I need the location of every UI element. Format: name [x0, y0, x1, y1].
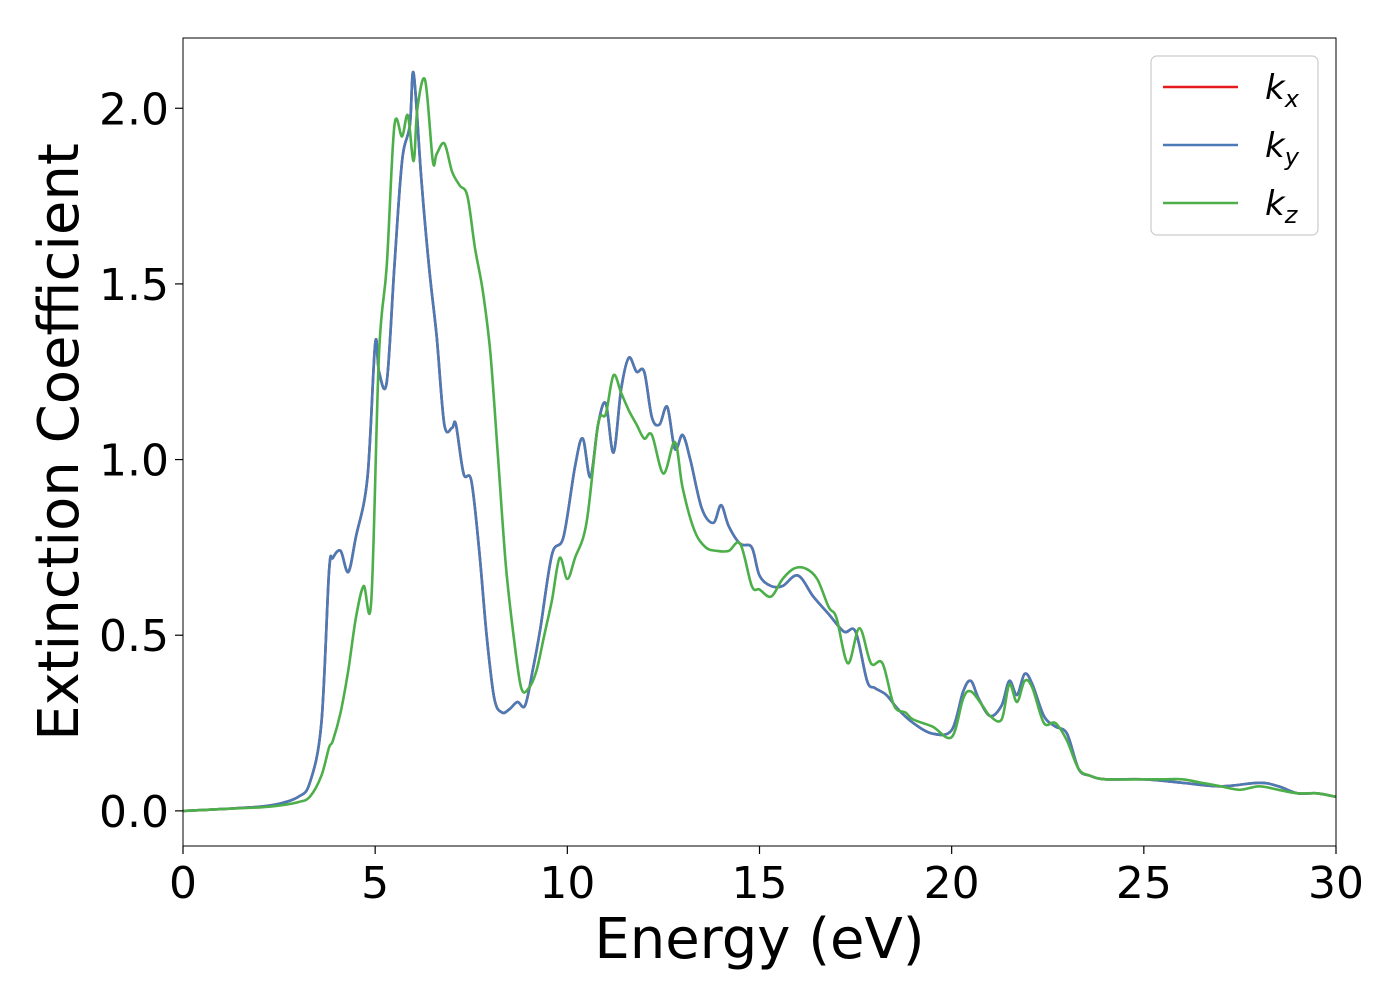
x-tick-label: 5 [361, 858, 389, 909]
x-tick-label: 0 [169, 858, 197, 909]
y-tick-label: 2.0 [99, 84, 169, 135]
y-tick-label: 0.5 [99, 611, 169, 662]
x-tick-label: 20 [924, 858, 980, 909]
y-tick-label: 1.0 [99, 436, 169, 487]
x-tick-label: 30 [1308, 858, 1364, 909]
series-layer [183, 70, 1336, 813]
x-axis: 0 5 10 15 20 25 30 [169, 846, 1364, 909]
y-axis-label: Extinction Coefficient [27, 143, 92, 741]
x-tick-label: 10 [539, 858, 595, 909]
legend: kx ky kz [1150, 55, 1319, 236]
y-tick-label: 1.5 [99, 260, 169, 311]
x-tick-label: 15 [732, 858, 788, 909]
x-axis-label: Energy (eV) [594, 907, 924, 972]
legend-label-y: ky [1265, 126, 1300, 171]
y-axis: 0.0 0.5 1.0 1.5 2.0 [99, 84, 183, 838]
y-tick-label: 0.0 [99, 787, 169, 838]
legend-label-x: kx [1265, 68, 1300, 113]
series-line-y [183, 70, 1336, 813]
x-tick-label: 25 [1116, 858, 1172, 909]
legend-label-z: kz [1265, 184, 1299, 229]
series-line-z [183, 77, 1336, 813]
